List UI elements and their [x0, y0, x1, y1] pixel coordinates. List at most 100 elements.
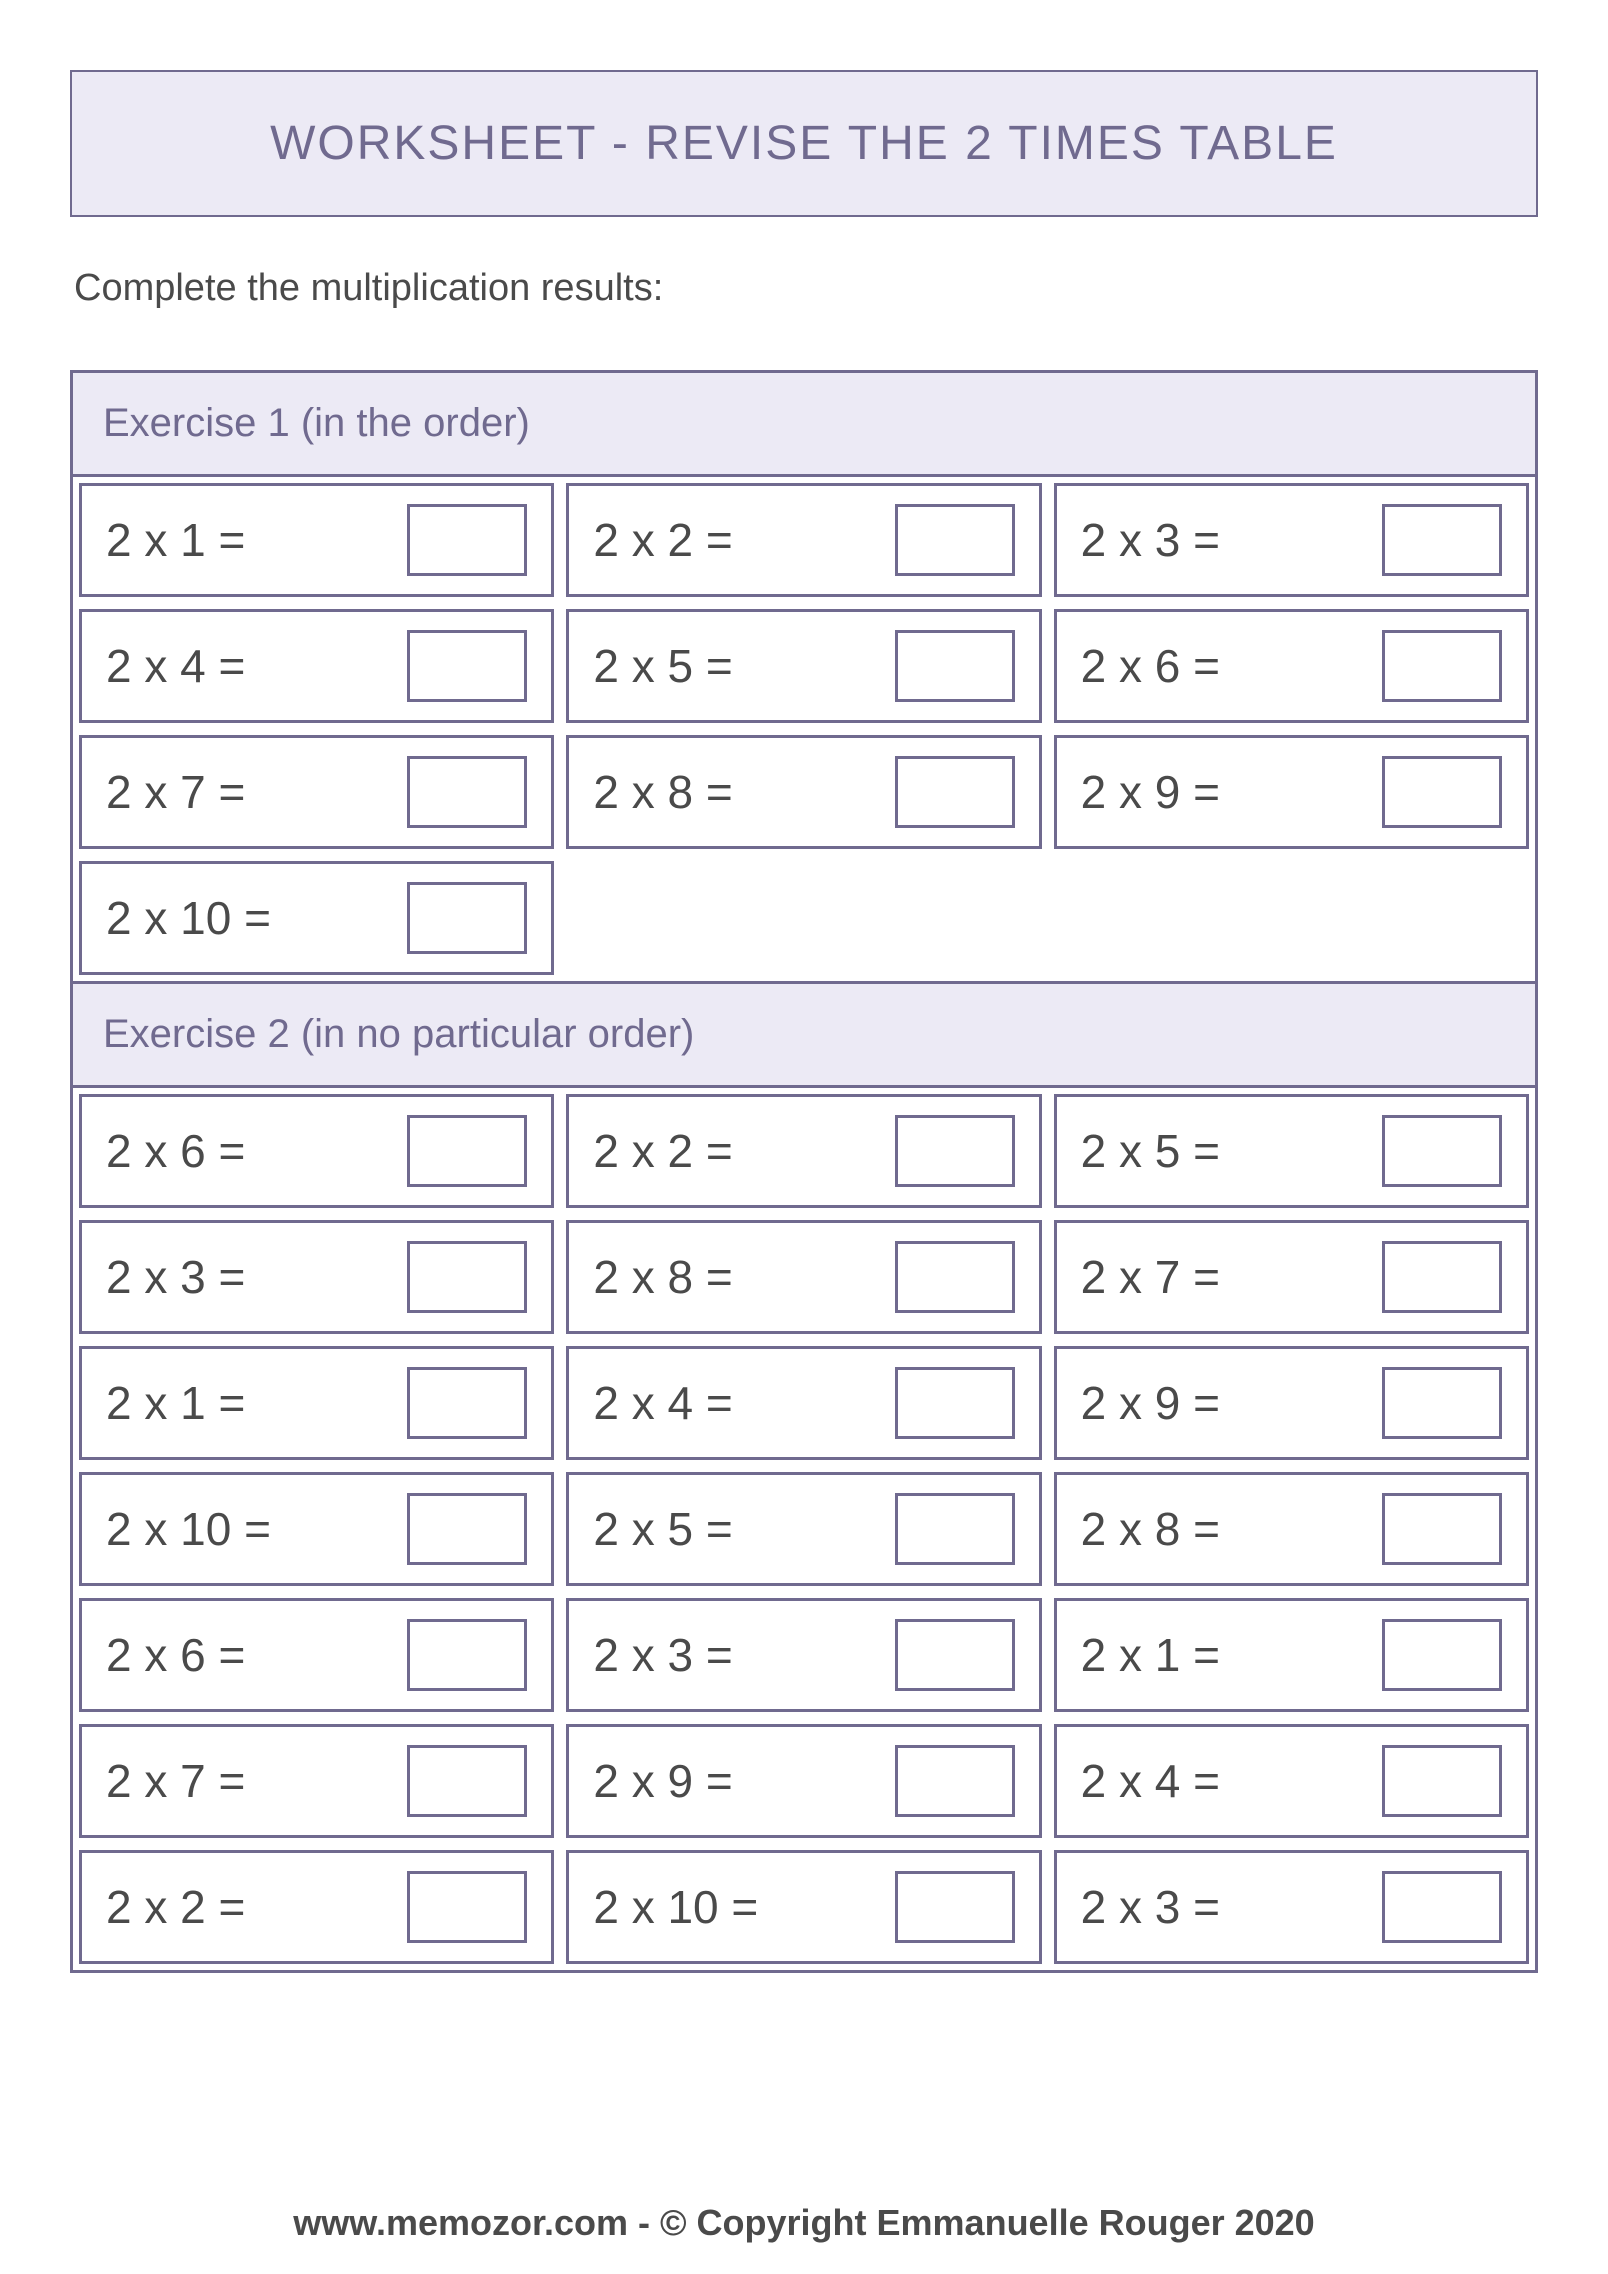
answer-box[interactable] — [407, 1745, 527, 1817]
problem-cell: 2 x 6 = — [79, 1094, 554, 1208]
exercise1-header: Exercise 1 (in the order) — [73, 373, 1535, 477]
answer-box[interactable] — [1382, 1745, 1502, 1817]
problem-text: 2 x 4 = — [106, 639, 245, 693]
problem-text: 2 x 8 = — [593, 1250, 732, 1304]
answer-box[interactable] — [1382, 756, 1502, 828]
answer-box[interactable] — [407, 1115, 527, 1187]
answer-box[interactable] — [1382, 1241, 1502, 1313]
problem-text: 2 x 9 = — [593, 1754, 732, 1808]
problem-text: 2 x 8 = — [1081, 1502, 1220, 1556]
problem-row: 2 x 10 = — [73, 855, 1535, 981]
problem-text: 2 x 9 = — [1081, 1376, 1220, 1430]
problem-text: 2 x 3 = — [106, 1250, 245, 1304]
problem-text: 2 x 10 = — [106, 1502, 271, 1556]
answer-box[interactable] — [895, 1241, 1015, 1313]
problem-cell: 2 x 10 = — [566, 1850, 1041, 1964]
answer-box[interactable] — [1382, 1115, 1502, 1187]
problem-text: 2 x 5 = — [593, 1502, 732, 1556]
problem-row: 2 x 3 = 2 x 8 = 2 x 7 = — [73, 1214, 1535, 1340]
footer-text: www.memozor.com - © Copyright Emmanuelle… — [70, 2142, 1538, 2244]
problem-cell: 2 x 8 = — [1054, 1472, 1529, 1586]
answer-box[interactable] — [1382, 504, 1502, 576]
answer-box[interactable] — [407, 1871, 527, 1943]
problem-text: 2 x 10 = — [106, 891, 271, 945]
worksheet-table: Exercise 1 (in the order) 2 x 1 = 2 x 2 =… — [70, 370, 1538, 1973]
problem-row: 2 x 7 = 2 x 9 = 2 x 4 = — [73, 1718, 1535, 1844]
problem-text: 2 x 2 = — [593, 513, 732, 567]
answer-box[interactable] — [1382, 1493, 1502, 1565]
problem-cell-empty — [566, 861, 1041, 975]
problem-text: 2 x 4 = — [1081, 1754, 1220, 1808]
problem-cell: 2 x 3 = — [1054, 1850, 1529, 1964]
problem-text: 2 x 8 = — [593, 765, 732, 819]
answer-box[interactable] — [895, 1115, 1015, 1187]
problem-row: 2 x 6 = 2 x 3 = 2 x 1 = — [73, 1592, 1535, 1718]
answer-box[interactable] — [1382, 1871, 1502, 1943]
problem-text: 2 x 1 = — [106, 513, 245, 567]
answer-box[interactable] — [895, 1745, 1015, 1817]
problem-row: 2 x 6 = 2 x 2 =2 x 5 = — [73, 1088, 1535, 1214]
answer-box[interactable] — [407, 630, 527, 702]
answer-box[interactable] — [895, 1619, 1015, 1691]
problem-cell: 2 x 8 = — [566, 1220, 1041, 1334]
problem-text: 2 x 7 = — [106, 765, 245, 819]
answer-box[interactable] — [407, 756, 527, 828]
problem-cell: 2 x 2 = — [79, 1850, 554, 1964]
problem-cell: 2 x 5 = — [1054, 1094, 1529, 1208]
problem-cell: 2 x 9 = — [566, 1724, 1041, 1838]
answer-box[interactable] — [407, 504, 527, 576]
problem-text: 2 x 4 = — [593, 1376, 732, 1430]
problem-cell: 2 x 9 = — [1054, 735, 1529, 849]
problem-cell: 2 x 7 = — [79, 1724, 554, 1838]
problem-text: 2 x 7 = — [1081, 1250, 1220, 1304]
worksheet-title: WORKSHEET - REVISE THE 2 TIMES TABLE — [92, 116, 1516, 171]
answer-box[interactable] — [407, 1619, 527, 1691]
answer-box[interactable] — [1382, 630, 1502, 702]
problem-text: 2 x 6 = — [106, 1124, 245, 1178]
answer-box[interactable] — [407, 1241, 527, 1313]
problem-text: 2 x 3 = — [593, 1628, 732, 1682]
exercise1-grid: 2 x 1 = 2 x 2 = 2 x 3 = 2 x 4 = 2 x 5 = 2 x 6… — [73, 477, 1535, 981]
problem-cell: 2 x 4 = — [566, 1346, 1041, 1460]
answer-box[interactable] — [895, 630, 1015, 702]
problem-cell: 2 x 4 = — [79, 609, 554, 723]
problem-text: 2 x 7 = — [106, 1754, 245, 1808]
problem-row: 2 x 1 =2 x 4 =2 x 9 = — [73, 1340, 1535, 1466]
problem-cell: 2 x 2 = — [566, 483, 1041, 597]
answer-box[interactable] — [407, 1493, 527, 1565]
problem-cell: 2 x 2 = — [566, 1094, 1041, 1208]
problem-text: 2 x 2 = — [106, 1880, 245, 1934]
problem-cell: 2 x 1 = — [1054, 1598, 1529, 1712]
problem-text: 2 x 1 = — [1081, 1628, 1220, 1682]
problem-text: 2 x 5 = — [593, 639, 732, 693]
problem-cell: 2 x 10 = — [79, 861, 554, 975]
answer-box[interactable] — [895, 1367, 1015, 1439]
problem-row: 2 x 4 = 2 x 5 = 2 x 6 = — [73, 603, 1535, 729]
problem-cell: 2 x 7 = — [1054, 1220, 1529, 1334]
problem-text: 2 x 3 = — [1081, 513, 1220, 567]
answer-box[interactable] — [895, 1871, 1015, 1943]
answer-box[interactable] — [407, 1367, 527, 1439]
problem-cell: 2 x 7 = — [79, 735, 554, 849]
problem-text: 2 x 6 = — [106, 1628, 245, 1682]
instructions-text: Complete the multiplication results: — [70, 267, 1538, 310]
answer-box[interactable] — [895, 1493, 1015, 1565]
problem-cell: 2 x 6 = — [79, 1598, 554, 1712]
problem-row: 2 x 10 = 2 x 5 = 2 x 8 = — [73, 1466, 1535, 1592]
answer-box[interactable] — [895, 756, 1015, 828]
problem-cell: 2 x 3 = — [566, 1598, 1041, 1712]
answer-box[interactable] — [407, 882, 527, 954]
answer-box[interactable] — [895, 504, 1015, 576]
answer-box[interactable] — [1382, 1619, 1502, 1691]
problem-cell: 2 x 6 = — [1054, 609, 1529, 723]
problem-cell: 2 x 9 = — [1054, 1346, 1529, 1460]
problem-cell: 2 x 10 = — [79, 1472, 554, 1586]
problem-text: 2 x 10 = — [593, 1880, 758, 1934]
exercise2-header: Exercise 2 (in no particular order) — [73, 981, 1535, 1088]
exercise2-grid: 2 x 6 =2 x 2 =2 x 5 =2 x 3 =2 x 8 =2 x 7… — [73, 1088, 1535, 1970]
problem-text: 2 x 6 = — [1081, 639, 1220, 693]
problem-cell: 2 x 1 = — [79, 483, 554, 597]
problem-text: 2 x 3 = — [1081, 1880, 1220, 1934]
answer-box[interactable] — [1382, 1367, 1502, 1439]
problem-row: 2 x 7 = 2 x 8 = 2 x 9 = — [73, 729, 1535, 855]
